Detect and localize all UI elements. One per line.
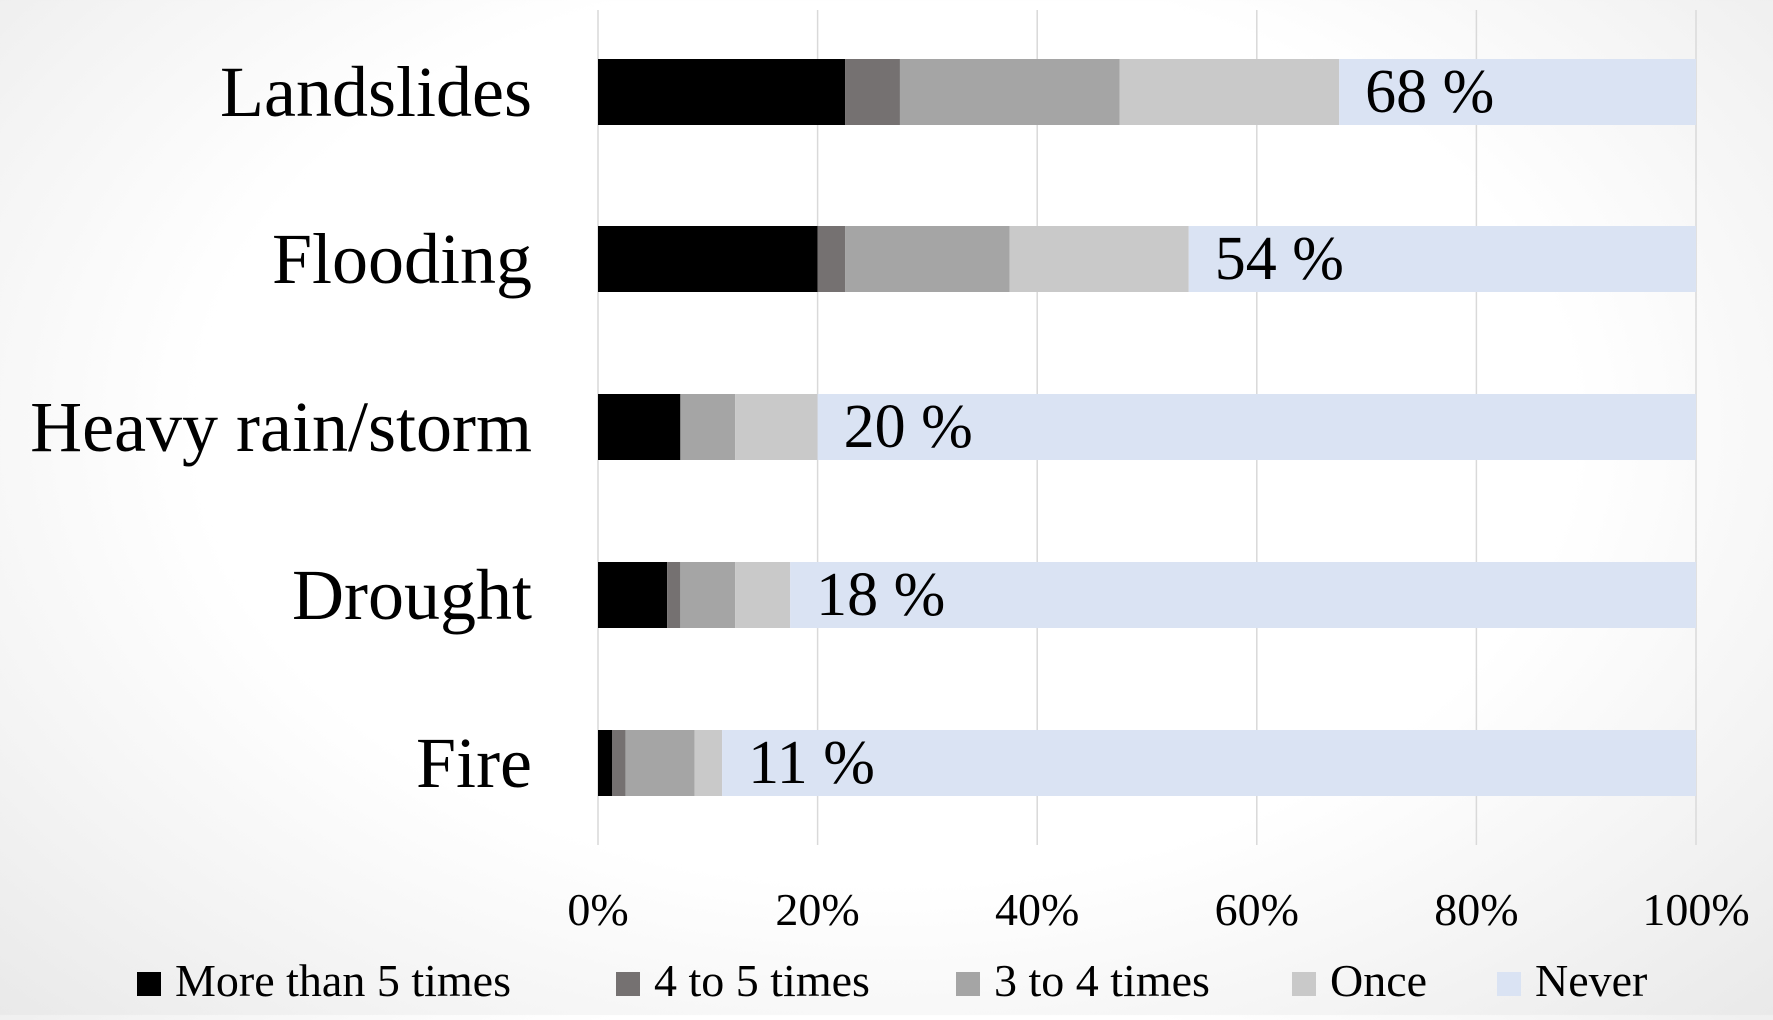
bar-landslides-never: [1339, 59, 1696, 125]
bar-heavy-rain-storm-more-than-5-times: [598, 394, 681, 460]
bar-landslides-4-to-5-times: [845, 59, 900, 125]
bar-landslides-more-than-5-times: [598, 59, 846, 125]
bar-fire-4-to-5-times: [612, 730, 626, 796]
legend-swatch-more-than-5-times: [137, 972, 161, 996]
bar-drought-never: [790, 562, 1696, 628]
category-label-fire: Fire: [416, 723, 532, 803]
category-label-landslides: Landslides: [220, 52, 532, 132]
bar-landslides-3-to-4-times: [899, 59, 1120, 125]
data-label-drought: 18 %: [816, 561, 945, 629]
bar-drought-more-than-5-times: [598, 562, 668, 628]
bar-heavy-rain-storm-once: [735, 394, 818, 460]
legend-swatch-4-to-5-times: [616, 972, 640, 996]
bar-drought-4-to-5-times: [667, 562, 681, 628]
data-label-fire: 11 %: [748, 729, 875, 797]
bar-flooding-never: [1188, 226, 1696, 292]
bar-fire-3-to-4-times: [625, 730, 695, 796]
data-label-flooding: 54 %: [1215, 225, 1344, 293]
category-label-heavy-rain-storm: Heavy rain/storm: [30, 387, 532, 467]
legend-label-3-to-4-times: 3 to 4 times: [994, 955, 1210, 1006]
bar-heavy-rain-storm-3-to-4-times: [680, 394, 736, 460]
bar-flooding-4-to-5-times: [817, 226, 846, 292]
legend-label-more-than-5-times: More than 5 times: [175, 955, 511, 1006]
bar-drought-once: [735, 562, 791, 628]
bar-flooding-once: [1009, 226, 1189, 292]
legend-label-once: Once: [1330, 955, 1427, 1006]
bar-fire-once: [694, 730, 723, 796]
bar-fire-more-than-5-times: [598, 730, 613, 796]
legend-label-4-to-5-times: 4 to 5 times: [654, 955, 870, 1006]
x-tick-label: 20%: [775, 884, 859, 935]
category-label-flooding: Flooding: [272, 219, 532, 299]
legend-swatch-never: [1497, 972, 1521, 996]
x-tick-label: 40%: [995, 884, 1079, 935]
legend-swatch-3-to-4-times: [956, 972, 980, 996]
bar-drought-3-to-4-times: [680, 562, 736, 628]
bar-landslides-once: [1119, 59, 1340, 125]
bar-heavy-rain-storm-never: [817, 394, 1696, 460]
legend-swatch-once: [1292, 972, 1316, 996]
legend-label-never: Never: [1535, 955, 1647, 1006]
category-label-drought: Drought: [292, 555, 532, 635]
bar-flooding-more-than-5-times: [598, 226, 818, 292]
x-tick-label: 60%: [1215, 884, 1299, 935]
x-tick-label: 80%: [1434, 884, 1518, 935]
data-label-landslides: 68 %: [1365, 58, 1494, 126]
x-tick-label: 100%: [1642, 884, 1749, 935]
x-tick-label: 0%: [567, 884, 628, 935]
bar-flooding-3-to-4-times: [845, 226, 1010, 292]
data-label-heavy-rain-storm: 20 %: [844, 393, 973, 461]
bar-fire-never: [722, 730, 1696, 796]
